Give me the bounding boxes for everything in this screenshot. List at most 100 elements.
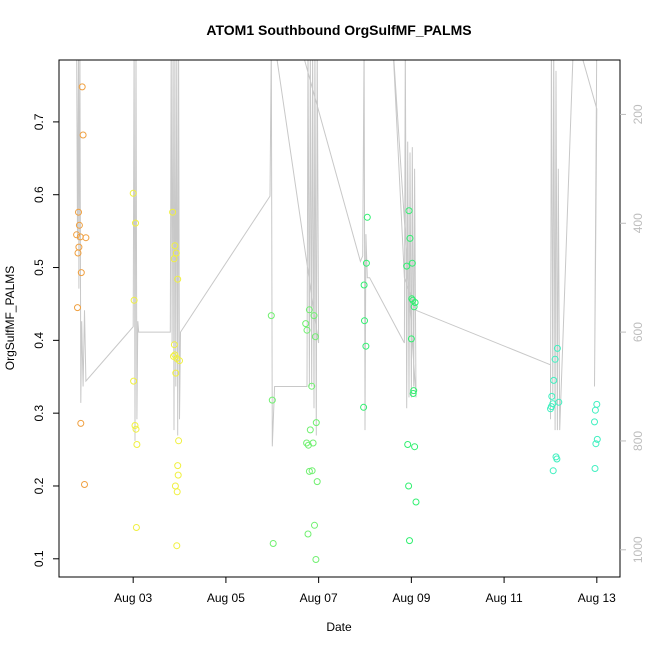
data-point-s1-11 xyxy=(170,255,178,263)
data-point-s3-2 xyxy=(360,281,368,289)
data-point-s1-20 xyxy=(174,462,182,470)
data-point-s3-15 xyxy=(410,387,418,395)
y-tick-label: 0.7 xyxy=(32,113,46,130)
data-point-s3-12 xyxy=(411,299,419,306)
right-tick-label: 1000 xyxy=(631,536,645,563)
data-point-s2-2 xyxy=(269,540,277,547)
right-tick-label: 800 xyxy=(631,431,645,451)
y-tick-label: 0.3 xyxy=(32,404,46,421)
data-point-s3-7 xyxy=(406,234,414,242)
data-point-s3-0 xyxy=(363,213,371,221)
x-tick-label: Aug 03 xyxy=(114,591,152,605)
data-point-s4-13 xyxy=(591,418,598,426)
data-point-s2-0 xyxy=(267,312,275,320)
x-tick-label: Aug 09 xyxy=(392,591,430,605)
data-point-s2-7 xyxy=(311,333,319,341)
data-point-s4-7 xyxy=(547,405,554,413)
data-point-s4-16 xyxy=(591,465,599,472)
data-point-s0-4 xyxy=(73,231,81,239)
x-tick-label: Aug 11 xyxy=(486,591,523,605)
data-point-s1-24 xyxy=(173,542,181,550)
data-point-s3-13 xyxy=(410,303,418,311)
data-point-s1-0 xyxy=(129,189,137,197)
altitude-line xyxy=(76,60,598,447)
data-point-s4-14 xyxy=(593,435,601,443)
data-point-s3-17 xyxy=(404,441,412,448)
data-point-s2-14 xyxy=(305,467,313,475)
x-axis: Aug 03 Aug 05 Aug 07 Aug 09 Aug 11 Aug 13 xyxy=(114,577,616,605)
data-point-s0-11 xyxy=(77,419,85,427)
data-point-s3-14 xyxy=(407,335,415,343)
x-tick-label: Aug 05 xyxy=(207,591,245,605)
data-point-s4-10 xyxy=(549,467,557,475)
data-point-s4-9 xyxy=(553,455,561,463)
data-point-s3-18 xyxy=(411,443,419,451)
data-point-s3-8 xyxy=(408,259,416,267)
data-point-s1-4 xyxy=(131,422,139,429)
data-point-s3-3 xyxy=(361,317,368,325)
data-point-s4-3 xyxy=(548,392,556,400)
data-point-s2-6 xyxy=(303,326,311,334)
data-point-s1-21 xyxy=(174,471,182,479)
data-point-s4-0 xyxy=(553,344,561,352)
data-point-s3-16 xyxy=(409,390,417,397)
data-point-s4-12 xyxy=(591,406,599,414)
x-tick-label: Aug 07 xyxy=(300,591,338,605)
data-point-s2-15 xyxy=(308,467,316,475)
right-tick-label: 600 xyxy=(631,322,645,342)
data-point-s1-13 xyxy=(170,341,178,349)
data-point-s1-15 xyxy=(171,351,179,359)
y-axis-right: 200 400 600 800 1000 xyxy=(620,104,645,563)
data-point-s3-6 xyxy=(405,207,413,215)
y-tick-label: 0.5 xyxy=(32,259,46,276)
right-tick-label: 400 xyxy=(631,213,645,233)
data-point-s0-0 xyxy=(78,83,86,91)
data-point-s0-1 xyxy=(79,131,87,139)
data-point-s0-3 xyxy=(75,221,83,229)
data-point-s2-10 xyxy=(306,426,314,434)
y-tick-label: 0.4 xyxy=(32,332,46,349)
data-point-s1-22 xyxy=(171,482,179,490)
data-point-s4-2 xyxy=(550,376,558,384)
data-point-s3-19 xyxy=(405,482,413,490)
data-point-s1-3 xyxy=(130,377,138,385)
data-point-s2-16 xyxy=(313,478,321,486)
data-point-s2-19 xyxy=(312,556,320,563)
data-point-s1-23 xyxy=(173,488,181,496)
data-point-s4-11 xyxy=(593,400,601,408)
y-tick-label: 0.6 xyxy=(32,186,46,203)
data-point-s2-1 xyxy=(268,396,276,404)
data-point-s2-9 xyxy=(312,419,320,427)
data-point-s0-9 xyxy=(77,269,85,277)
plot-frame xyxy=(58,59,621,578)
data-point-s2-18 xyxy=(304,530,312,538)
data-point-s4-1 xyxy=(551,355,559,363)
data-point-s1-9 xyxy=(171,242,179,250)
x-tick-label: Aug 13 xyxy=(578,591,616,605)
altitude-line-layer xyxy=(76,60,598,447)
data-point-s1-2 xyxy=(130,296,138,304)
y-tick-label: 0.1 xyxy=(32,550,46,567)
y-tick-label: 0.2 xyxy=(32,477,46,494)
data-point-s1-19 xyxy=(175,437,183,445)
data-point-s3-9 xyxy=(403,262,411,270)
data-point-s2-5 xyxy=(310,312,318,320)
data-point-s3-4 xyxy=(362,342,370,350)
data-point-s1-1 xyxy=(132,219,139,227)
data-point-s4-15 xyxy=(592,440,600,448)
data-point-s0-2 xyxy=(75,208,82,216)
data-point-s3-11 xyxy=(409,296,417,304)
data-point-s1-10 xyxy=(172,249,180,257)
x-axis-label: Date xyxy=(326,620,352,634)
data-point-s1-12 xyxy=(174,275,182,283)
data-point-s1-7 xyxy=(132,524,140,531)
data-point-s0-8 xyxy=(74,249,82,257)
data-point-s2-13 xyxy=(304,441,312,449)
data-point-s2-4 xyxy=(305,306,313,314)
data-point-s2-17 xyxy=(311,521,318,529)
data-point-s0-6 xyxy=(82,234,90,242)
data-point-s3-1 xyxy=(362,259,370,267)
points-layer xyxy=(73,83,601,563)
y-axis: 0.1 0.2 0.3 0.4 0.5 0.6 0.7 xyxy=(32,113,59,567)
